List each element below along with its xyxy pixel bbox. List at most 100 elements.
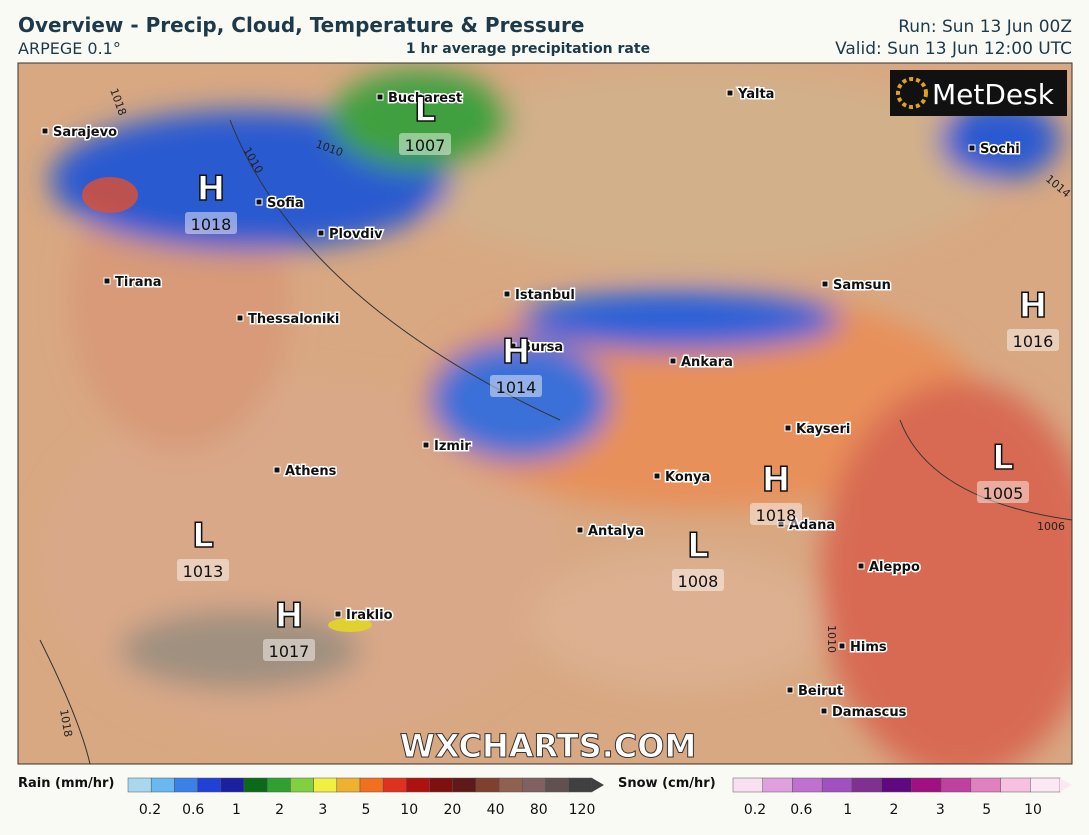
city-label: Sochi [980,142,1020,157]
pressure-letter: H [275,596,303,636]
snow-swatch [970,777,1001,793]
pressure-box [490,375,542,397]
rain-tick-label: 3 [318,802,327,818]
city-marker [838,642,846,650]
logo: MetDesk [932,78,1055,111]
rain-tick-label: 40 [487,802,505,818]
pressure-box [185,212,237,234]
rain-swatch [452,777,477,793]
snow-swatch [732,777,763,793]
pressure-box [977,481,1029,503]
city-marker [376,93,384,101]
city-marker [784,424,792,432]
pressure-letter: L [414,90,436,130]
snow-arrow [1060,778,1072,792]
snow-swatch [762,777,793,793]
city-marker [273,466,281,474]
pressure-letter: L [687,526,709,566]
city-marker [777,520,785,528]
snow-tick-label: 2 [890,802,899,818]
snow-tick-label: 3 [936,802,945,818]
rain-swatch [522,777,546,793]
city-label: Ankara [681,355,733,370]
rain-tick-label: 0.2 [139,802,161,818]
city-marker [422,441,430,449]
title: Overview - Precip, Cloud, Temperature & … [18,13,584,37]
pressure-box [263,639,315,661]
pressure-box [672,569,724,591]
pressure-letter: H [762,460,790,500]
city-marker [820,707,828,715]
rain-arrow [592,778,604,792]
rain-tick-label: 0.6 [182,802,204,818]
snow-swatch [881,777,912,793]
city-label: Thessaloniki [248,312,339,327]
map-frame [17,62,1073,765]
rain-tick-label: 5 [362,802,371,818]
rain-swatch [359,777,384,793]
pressure-value: 1013 [183,562,224,581]
rain-swatch [174,777,198,793]
pressure-letter: H [502,332,530,372]
snow-swatch [792,777,823,793]
rain-swatch [127,777,152,793]
pressure-value: 1008 [678,572,719,591]
snow-swatch [940,777,972,793]
snow-tick-label: 0.2 [744,802,766,818]
rain-swatch [406,777,430,793]
city-label: Sofia [267,196,304,211]
city-label: Hims [850,640,887,655]
rain-tick-label: 120 [569,802,596,818]
city-label: Athens [285,464,337,479]
city-marker [786,686,794,694]
subtitle: 1 hr average precipitation rate [406,41,650,57]
city-label: Beirut [798,684,843,699]
city-marker [103,277,111,285]
city-label: Konya [665,470,710,485]
rain-tick-label: 10 [400,802,418,818]
rain-swatch [545,777,570,793]
city-label: Adana [789,518,835,533]
city-label: Tirana [115,275,162,290]
city-label: Plovdiv [329,227,383,242]
city-label: Iraklio [346,608,393,623]
rain-swatch [429,777,454,793]
rain-swatch [220,777,245,793]
isobar-label: 1006 [1037,520,1065,533]
pressure-letter: L [192,516,214,556]
snow-swatch [1030,777,1061,793]
pressure-value: 1007 [405,136,446,155]
isobar-label: 1010 [825,625,838,653]
rain-tick-label: 80 [530,802,548,818]
city-marker [255,198,263,206]
city-label: Samsun [833,278,891,293]
city-label: Damascus [832,705,907,720]
valid-time: Valid: Sun 13 Jun 12:00 UTC [835,39,1072,59]
rain-swatch [290,777,314,793]
pressure-value: 1018 [191,215,232,234]
rain-swatch [568,777,593,793]
rain-swatch [498,777,523,793]
pressure-value: 1014 [496,378,537,397]
rain-swatch [475,777,500,793]
pressure-box [1007,329,1059,351]
pressure-box [750,503,802,525]
snow-swatch [911,777,942,793]
city-label: Bursa [521,340,563,355]
rain-swatch [336,777,361,793]
city-marker [968,144,976,152]
rain-legend-label: Rain (mm/hr) [18,776,114,791]
snow-tick-label: 0.6 [790,802,812,818]
pressure-box [177,559,229,581]
city-label: Yalta [737,87,774,102]
city-label: Kayseri [796,422,850,437]
city-marker [236,314,244,322]
snow-swatch [851,777,882,793]
model: ARPEGE 0.1° [18,39,121,58]
rain-swatch [197,777,222,793]
logo-box [890,70,1067,116]
city-label: Bucharest [388,91,462,106]
rain-swatch [313,777,338,793]
pressure-letter: H [197,169,225,209]
